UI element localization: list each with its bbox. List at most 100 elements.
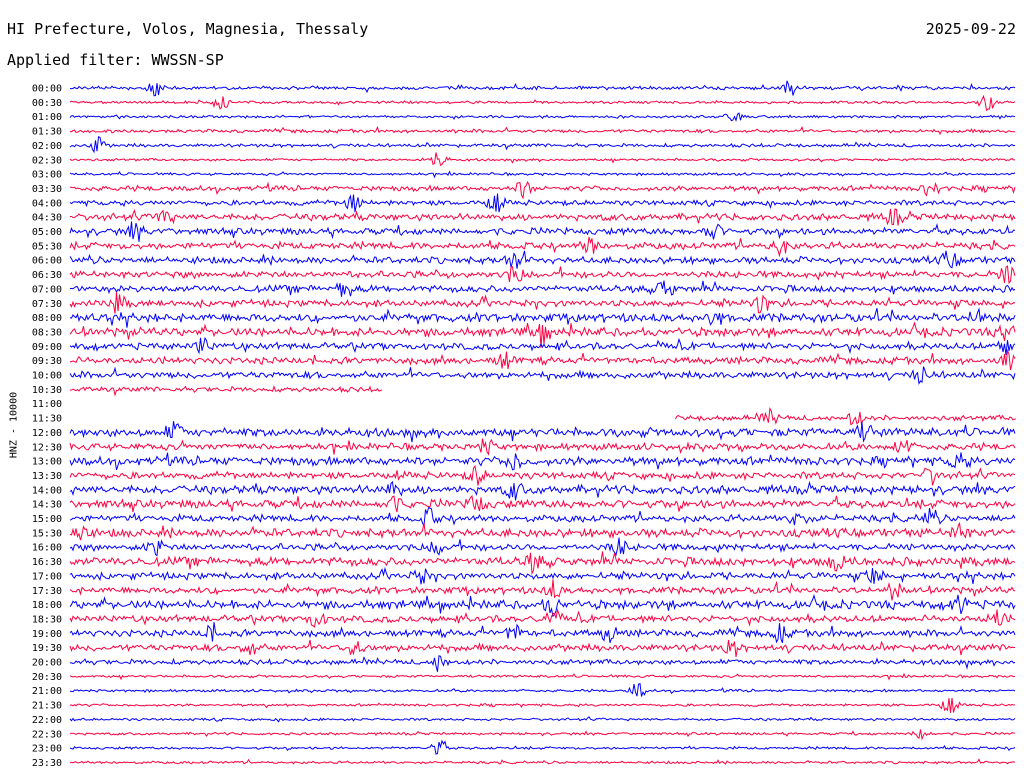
time-tick-label: 14:30 bbox=[32, 500, 62, 511]
time-tick-label: 06:00 bbox=[32, 256, 62, 267]
trace-line bbox=[69, 622, 1016, 644]
trace-line bbox=[69, 94, 1016, 112]
time-tick-label: 01:00 bbox=[32, 112, 62, 123]
time-tick-label: 14:00 bbox=[32, 485, 62, 496]
trace-line bbox=[69, 348, 1016, 371]
time-tick-label: 23:00 bbox=[32, 744, 62, 755]
time-tick-label: 22:30 bbox=[32, 729, 62, 740]
time-tick-label: 13:00 bbox=[32, 457, 62, 468]
trace-line bbox=[69, 672, 1016, 681]
trace-line bbox=[69, 758, 1016, 765]
trace-line bbox=[69, 480, 1016, 501]
trace-line bbox=[69, 250, 1016, 269]
time-tick-label: 20:30 bbox=[32, 672, 62, 683]
trace-line bbox=[69, 125, 1015, 136]
trace-line bbox=[69, 537, 1016, 557]
time-tick-label: 19:00 bbox=[32, 629, 62, 640]
time-tick-label: 19:30 bbox=[32, 643, 62, 654]
trace-line bbox=[69, 280, 1016, 297]
trace-line bbox=[69, 180, 1016, 200]
time-tick-label: 16:30 bbox=[32, 557, 62, 568]
trace-line bbox=[69, 551, 1016, 576]
time-tick-labels: 00:00 00:30 01:00 01:30 02:00 02:30 03:00 03:30… bbox=[32, 84, 62, 769]
time-tick-label: 12:00 bbox=[32, 428, 62, 439]
trace-line bbox=[69, 655, 1016, 672]
trace-line bbox=[69, 495, 1016, 513]
trace-line bbox=[69, 579, 1016, 601]
trace-line bbox=[69, 566, 1016, 585]
trace-line bbox=[69, 716, 1016, 723]
trace-line bbox=[69, 136, 1016, 154]
time-tick-label: 21:00 bbox=[32, 686, 62, 697]
trace-line bbox=[69, 452, 1016, 471]
trace-line bbox=[70, 208, 1016, 226]
time-tick-label: 11:30 bbox=[32, 414, 62, 425]
trace-line bbox=[69, 639, 1015, 657]
time-tick-label: 10:30 bbox=[32, 385, 62, 396]
time-tick-label: 13:30 bbox=[32, 471, 62, 482]
trace-line bbox=[69, 608, 1016, 628]
time-tick-label: 03:30 bbox=[32, 184, 62, 195]
time-tick-label: 09:30 bbox=[32, 356, 62, 367]
time-tick-label: 07:00 bbox=[32, 284, 62, 295]
time-tick-label: 15:00 bbox=[32, 514, 62, 525]
trace-line bbox=[69, 697, 1016, 713]
trace-line bbox=[69, 522, 1016, 541]
trace-line bbox=[674, 406, 1017, 426]
trace-line bbox=[69, 507, 1016, 528]
trace-line bbox=[69, 366, 1016, 386]
time-tick-label: 18:30 bbox=[32, 614, 62, 625]
time-tick-label: 08:30 bbox=[32, 327, 62, 338]
time-tick-label: 21:30 bbox=[32, 701, 62, 712]
trace-line bbox=[69, 292, 1016, 314]
trace-line bbox=[69, 729, 1016, 741]
station-title: HI Prefecture, Volos, Magnesia, Thessaly bbox=[7, 20, 369, 38]
time-tick-label: 02:00 bbox=[32, 141, 62, 152]
trace-line bbox=[69, 384, 383, 397]
time-tick-label: 08:00 bbox=[32, 313, 62, 324]
trace-line bbox=[69, 193, 1016, 213]
time-tick-label: 17:30 bbox=[32, 586, 62, 597]
time-tick-label: 04:00 bbox=[32, 198, 62, 209]
time-tick-label: 11:00 bbox=[32, 399, 62, 410]
trace-line bbox=[69, 465, 1016, 486]
seismic-traces bbox=[69, 80, 1017, 765]
trace-line bbox=[69, 80, 1016, 97]
trace-line bbox=[69, 112, 1016, 123]
trace-line bbox=[69, 682, 1016, 697]
trace-line bbox=[69, 593, 1016, 618]
time-tick-label: 03:00 bbox=[32, 170, 62, 181]
trace-line bbox=[69, 421, 1016, 443]
time-tick-label: 22:00 bbox=[32, 715, 62, 726]
time-tick-label: 20:00 bbox=[32, 658, 62, 669]
time-tick-label: 17:00 bbox=[32, 571, 62, 582]
time-tick-label: 15:30 bbox=[32, 528, 62, 539]
time-tick-label: 09:00 bbox=[32, 342, 62, 353]
date-label: 2025-09-22 bbox=[925, 20, 1016, 38]
trace-line bbox=[69, 307, 1016, 328]
time-tick-label: 05:00 bbox=[32, 227, 62, 238]
trace-line bbox=[69, 265, 1016, 285]
trace-line bbox=[69, 438, 1016, 456]
time-tick-label: 04:30 bbox=[32, 213, 62, 224]
trace-line bbox=[69, 170, 1016, 179]
time-tick-label: 23:30 bbox=[32, 758, 62, 769]
time-tick-label: 18:00 bbox=[32, 600, 62, 611]
time-tick-label: 10:00 bbox=[32, 371, 62, 382]
time-tick-label: 01:30 bbox=[32, 127, 62, 138]
trace-line bbox=[69, 739, 1016, 755]
time-tick-label: 16:00 bbox=[32, 543, 62, 554]
trace-line bbox=[69, 221, 1016, 242]
time-tick-label: 06:30 bbox=[32, 270, 62, 281]
trace-line bbox=[69, 321, 1016, 348]
time-tick-label: 02:30 bbox=[32, 155, 62, 166]
filter-label: Applied filter: WWSSN-SP bbox=[7, 51, 224, 69]
time-tick-label: 00:30 bbox=[32, 98, 62, 109]
time-tick-label: 05:30 bbox=[32, 241, 62, 252]
trace-line bbox=[69, 336, 1016, 356]
time-tick-label: 12:30 bbox=[32, 442, 62, 453]
trace-line bbox=[69, 236, 1016, 258]
time-tick-label: 07:30 bbox=[32, 299, 62, 310]
time-tick-label: 00:00 bbox=[32, 84, 62, 95]
